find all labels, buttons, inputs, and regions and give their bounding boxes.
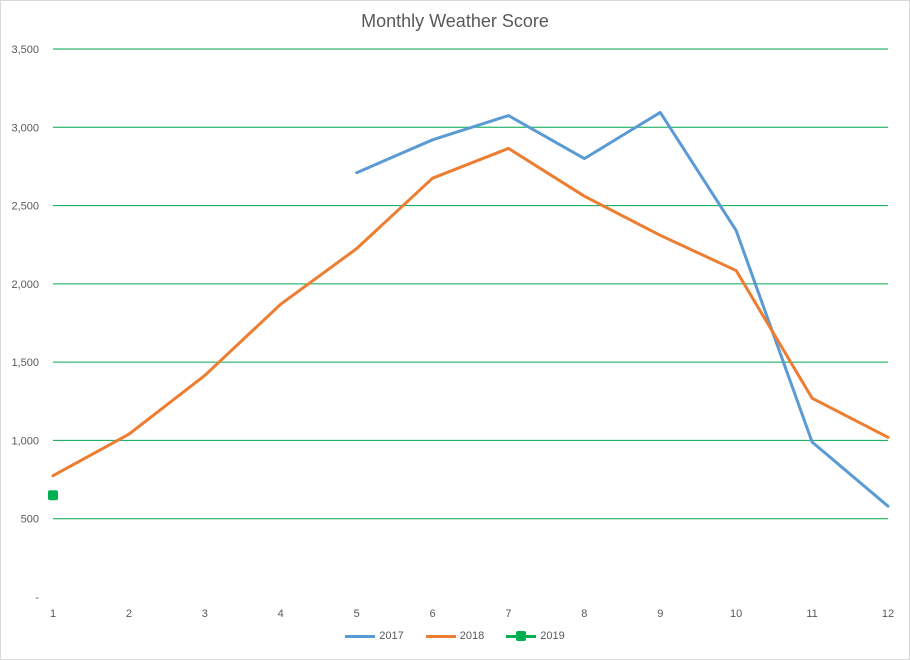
legend-label: 2019 xyxy=(540,630,565,642)
series-line-2017 xyxy=(355,110,890,508)
legend-swatch-2017 xyxy=(345,634,376,638)
legend-item-2018: 2018 xyxy=(425,630,485,642)
chart-title: Monthly Weather Score xyxy=(361,11,549,31)
x-tick-label: 4 xyxy=(278,608,284,620)
data-point-2019 xyxy=(48,490,58,501)
x-tick-label: 10 xyxy=(730,608,742,620)
y-tick-label: 2,000 xyxy=(11,279,39,291)
x-tick-label: 7 xyxy=(505,608,511,620)
legend-item-2017: 2017 xyxy=(345,630,404,642)
legend-item-2019: 2019 xyxy=(506,630,565,642)
x-tick-label: 8 xyxy=(581,608,587,620)
legend-swatch-2018 xyxy=(425,634,456,638)
x-tick-label: 1 xyxy=(50,608,56,620)
legend-label: 2018 xyxy=(459,630,485,642)
x-tick-label: 12 xyxy=(882,608,894,620)
y-tick-label: 500 xyxy=(21,514,39,526)
x-tick-label: 5 xyxy=(354,608,360,620)
y-tick-label: 1,000 xyxy=(11,435,39,447)
y-tick-label: - xyxy=(35,592,39,604)
x-tick-label: 9 xyxy=(657,608,663,620)
chart-legend: 2017 2018 2019 xyxy=(0,630,910,642)
y-tick-label: 3,500 xyxy=(11,44,39,56)
y-tick-label: 2,500 xyxy=(11,201,39,213)
legend-swatch-2019 xyxy=(506,630,537,641)
y-tick-label: 3,000 xyxy=(11,122,39,134)
x-tick-label: 2 xyxy=(126,608,132,620)
x-tick-label: 6 xyxy=(429,608,435,620)
legend-marker-2019 xyxy=(516,630,527,641)
y-tick-label: 1,500 xyxy=(11,357,39,369)
x-tick-label: 3 xyxy=(202,608,208,620)
series-line-2018 xyxy=(51,146,890,478)
x-tick-label: 11 xyxy=(806,608,817,620)
legend-label: 2017 xyxy=(379,630,404,642)
